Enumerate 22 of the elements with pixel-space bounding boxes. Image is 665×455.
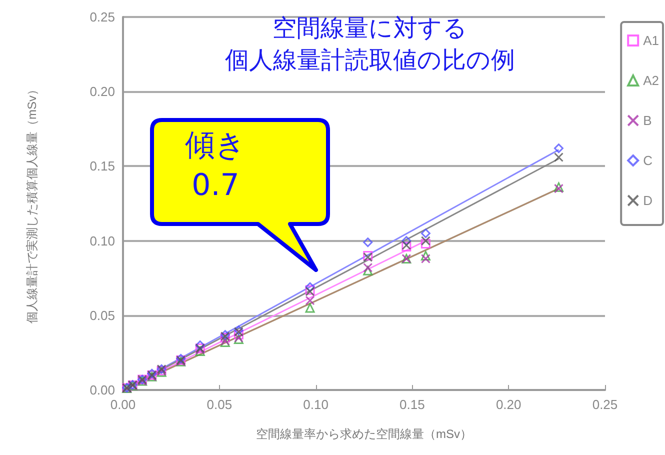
x-tick-label: 0.15	[400, 397, 425, 412]
y-tick-label: 0.15	[90, 158, 115, 174]
legend-label: A2	[643, 73, 660, 88]
x-tick-label: 0.00	[110, 397, 136, 412]
x-tick-label: 0.10	[303, 397, 328, 412]
y-tick-label: 0.10	[90, 233, 115, 248]
y-axis-title: 個人線量計で実測した積算個人線量（mSv）	[25, 84, 39, 324]
legend-label: A1	[643, 33, 660, 48]
y-tick-label: 0.25	[90, 10, 115, 24]
y-tick-label: 0.05	[90, 308, 115, 323]
legend-label: B	[643, 113, 652, 128]
x-tick-label: 0.25	[592, 397, 618, 412]
legend-label: D	[643, 193, 652, 208]
chart-title: 空間線量に対する	[272, 13, 468, 44]
y-tick-label: 0.00	[90, 382, 115, 398]
x-axis-title: 空間線量率から求めた空間線量（mSv）	[256, 427, 472, 441]
legend-label: C	[643, 153, 652, 168]
annotation: 傾き 0.7	[184, 127, 247, 205]
x-tick-label: 0.20	[496, 397, 522, 412]
text: 個人線量計読取値の比の例	[224, 45, 516, 76]
y-tick-label: 0.20	[90, 84, 115, 100]
x-tick-label: 0.05	[206, 397, 232, 412]
